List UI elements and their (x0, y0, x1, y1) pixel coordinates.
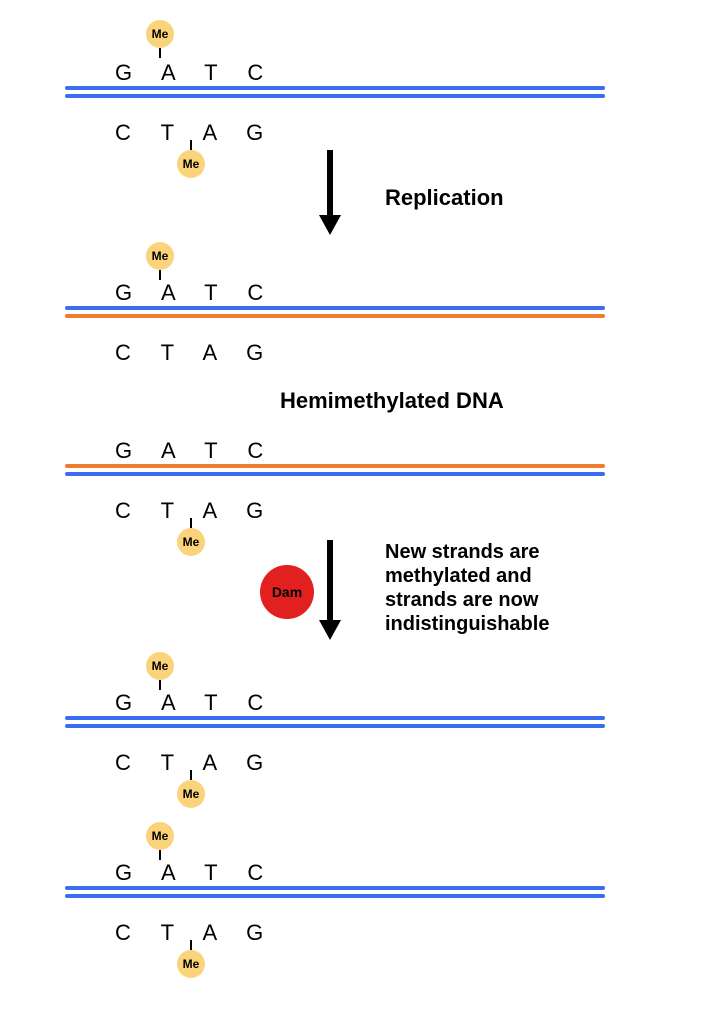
sequence-bottom: C T A G (115, 498, 275, 524)
dam-badge: Dam (260, 565, 314, 619)
me-badge: Me (146, 822, 174, 850)
strand-bottom (65, 314, 605, 318)
strand-bottom (65, 94, 605, 98)
me-badge: Me (177, 780, 205, 808)
me-badge: Me (177, 528, 205, 556)
me-tick (159, 270, 161, 280)
me-badge: Me (146, 242, 174, 270)
me-tick (190, 518, 192, 528)
me-tick (190, 940, 192, 950)
strand-top (65, 86, 605, 90)
sequence-top: G A T C (115, 438, 275, 464)
replication-label: Replication (385, 185, 504, 211)
label-line: indistinguishable (385, 612, 549, 636)
sequence-top: G A T C (115, 690, 275, 716)
hemimethylated-label: Hemimethylated DNA (280, 388, 504, 414)
strand-top (65, 306, 605, 310)
sequence-bottom: C T A G (115, 340, 275, 366)
methylation-label: New strands are methylated and strands a… (385, 540, 549, 636)
me-tick (190, 140, 192, 150)
me-badge: Me (146, 652, 174, 680)
sequence-bottom: C T A G (115, 920, 275, 946)
me-tick (159, 48, 161, 58)
diagram-canvas: { "colors": { "strand_blue": "#3a6df0", … (0, 0, 728, 1019)
me-tick (190, 770, 192, 780)
me-badge: Me (177, 950, 205, 978)
me-badge: Me (177, 150, 205, 178)
me-tick (159, 680, 161, 690)
strand-top (65, 886, 605, 890)
me-badge: Me (146, 20, 174, 48)
methylation-arrow (315, 540, 345, 640)
label-line: New strands are (385, 540, 549, 564)
replication-arrow (315, 150, 345, 235)
sequence-top: G A T C (115, 280, 275, 306)
strand-top (65, 716, 605, 720)
strand-bottom (65, 894, 605, 898)
sequence-top: G A T C (115, 860, 275, 886)
strand-bottom (65, 724, 605, 728)
label-line: methylated and (385, 564, 549, 588)
strand-bottom (65, 472, 605, 476)
strand-top (65, 464, 605, 468)
sequence-bottom: C T A G (115, 750, 275, 776)
sequence-top: G A T C (115, 60, 275, 86)
sequence-bottom: C T A G (115, 120, 275, 146)
me-tick (159, 850, 161, 860)
label-line: strands are now (385, 588, 549, 612)
